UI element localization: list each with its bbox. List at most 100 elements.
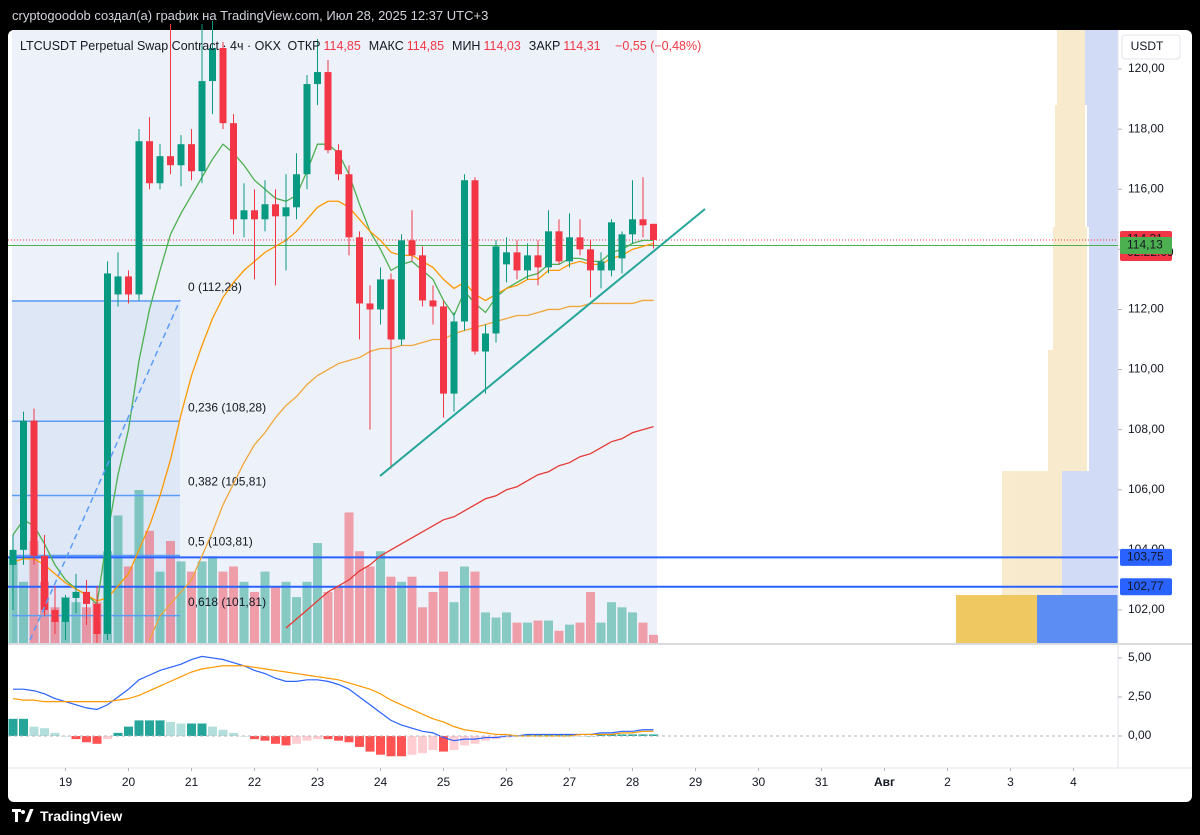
volume-bar	[628, 612, 637, 643]
macd-histogram-bar	[323, 736, 333, 740]
fib-label: 0,618 (101,81)	[188, 595, 266, 609]
macd-histogram-bar	[281, 736, 291, 746]
macd-histogram-bar	[82, 736, 91, 743]
macd-histogram-bar	[103, 736, 112, 740]
volume-bar	[460, 566, 469, 643]
vp-bar	[1085, 30, 1118, 105]
fib-label: 0,382 (105,81)	[188, 475, 266, 489]
x-tick-label: 28	[626, 775, 640, 789]
change: −0,55 (−0,48%)	[615, 39, 702, 53]
macd-histogram-bar	[187, 723, 196, 737]
y-tick-label: 102,00	[1128, 602, 1165, 616]
candle-body	[303, 84, 311, 175]
macd-y-tick-label: 2,50	[1128, 689, 1152, 703]
y-tick-label: 108,00	[1128, 422, 1165, 436]
fib-trend-line	[29, 299, 181, 641]
price-tag	[1120, 548, 1172, 566]
ohlc-value: 114,03	[483, 39, 521, 53]
volume-profile	[1002, 30, 1118, 595]
macd-histogram-bar	[428, 736, 438, 751]
candle-body	[125, 276, 132, 295]
volume-bar	[124, 566, 133, 643]
x-tick-label: 20	[122, 775, 136, 789]
fib-label: 0,236 (108,28)	[188, 400, 266, 414]
candle-body	[62, 597, 69, 622]
macd-histogram-bar	[260, 736, 270, 741]
macd-histogram-bar	[649, 734, 658, 737]
candle-body	[597, 261, 605, 271]
x-tick-label: 25	[437, 775, 451, 789]
candle-body	[251, 210, 258, 220]
macd-histogram-bar	[113, 732, 123, 737]
macd-histogram-bar	[607, 734, 616, 737]
macd-histogram-bar	[344, 736, 354, 743]
macd-line	[12, 665, 654, 737]
x-tick-label: 4	[1070, 775, 1077, 789]
volume-bar	[239, 581, 249, 643]
vp-bar	[1089, 227, 1118, 350]
ohlc-legend: ОТКР 114,85 МАКС 114,85 МИН 114,03 ЗАКР 114,31	[288, 39, 609, 53]
macd-histogram-bar	[628, 734, 637, 737]
x-tick-label: 2	[944, 775, 951, 789]
volume-bar	[155, 571, 165, 643]
volume-bar	[376, 551, 385, 643]
y-tick-label: 116,00	[1128, 181, 1164, 195]
macd-histogram-bar	[166, 721, 175, 737]
volume-bar	[323, 592, 333, 643]
candle-body	[219, 48, 227, 124]
candle-body	[534, 255, 542, 268]
candle-body	[261, 204, 269, 220]
vp-bar	[1037, 595, 1118, 643]
candle-body	[461, 180, 468, 322]
macd-histogram-bar	[365, 736, 375, 752]
price-tag	[1120, 578, 1172, 596]
candle-body	[429, 300, 437, 307]
price-tag-label: 102,77	[1127, 579, 1164, 593]
volume-bar	[617, 607, 627, 643]
candle-body	[377, 279, 384, 310]
macd-histogram-bar	[533, 734, 543, 737]
macd-histogram-bar	[218, 729, 228, 737]
volume-bar	[449, 602, 459, 643]
currency-button[interactable]	[1121, 34, 1181, 60]
volume-bar	[386, 576, 396, 643]
volume-bar	[334, 586, 343, 643]
candle-body	[230, 123, 237, 220]
macd-histogram-bar	[334, 736, 343, 741]
y-tick-label: 120,00	[1128, 61, 1165, 75]
volume-bar	[281, 581, 291, 643]
vp-bar	[956, 595, 1037, 643]
y-tick-label: 118,00	[1128, 121, 1164, 135]
candle-body	[314, 72, 321, 85]
x-tick-label: 21	[185, 775, 199, 789]
vp-bar	[1048, 350, 1087, 471]
volume-bar	[250, 592, 259, 643]
candle-body	[650, 223, 657, 241]
candle-body	[156, 156, 164, 184]
macd-histogram-bar	[61, 736, 70, 737]
macd-histogram-bar	[418, 736, 427, 754]
candle-body	[30, 420, 38, 556]
volume-bar	[82, 607, 91, 643]
legend: LTCUSDT Perpetual Swap Contract · 4ч · O…	[20, 39, 709, 53]
candle-body	[177, 144, 185, 166]
volume-bar	[470, 571, 480, 643]
volume-bar	[313, 543, 322, 643]
volume-bar	[554, 630, 564, 643]
volume-bar	[113, 515, 123, 643]
candle-body	[366, 303, 374, 310]
price-tag	[1120, 236, 1172, 254]
macd-histogram-bar	[155, 720, 165, 737]
candle-body	[503, 252, 510, 265]
volume-bar	[439, 571, 448, 643]
vp-bar	[1053, 227, 1087, 350]
volume-bar	[638, 622, 648, 643]
volume-bar	[502, 612, 511, 643]
macd-histogram-bar	[638, 734, 648, 737]
volume-bar	[649, 634, 658, 643]
candle-body	[198, 81, 206, 172]
candle-body	[324, 72, 332, 151]
volume-bar	[187, 571, 196, 643]
volume-bar	[71, 602, 81, 643]
macd-histogram-bar	[460, 736, 469, 746]
